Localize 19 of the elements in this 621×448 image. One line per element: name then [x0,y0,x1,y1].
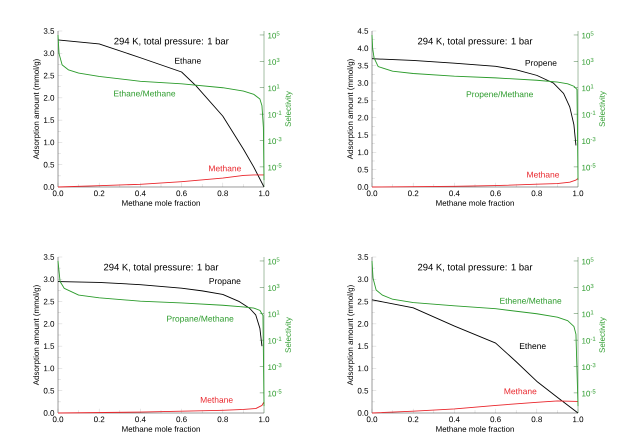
series-label: Ethene [520,342,546,350]
series-label: Methane [527,171,560,178]
series-label: Ethene/Methane [500,298,562,304]
series-label: Ethane/Methane [114,90,176,96]
text: 294 K, total pressure: 1 bar [104,264,218,272]
text: 294 K, total pressure: 1 bar [418,264,532,272]
series-label: Propane [210,278,240,286]
series-label: Methane [209,165,241,172]
text: 294 K, total pressure: 1 bar [114,38,229,46]
line-series [372,34,578,181]
series-label: Propane/Methane [167,315,234,324]
text: 294 K, total pressure: 1 bar [418,38,532,46]
series-label: Methane [200,396,233,403]
line-series [58,260,264,407]
series-label: Propene [526,60,557,68]
series-label: Methane [504,388,536,394]
series-label: Propene/Methane [466,91,533,99]
series-label: Ethane [175,58,201,64]
line-series [372,260,578,407]
